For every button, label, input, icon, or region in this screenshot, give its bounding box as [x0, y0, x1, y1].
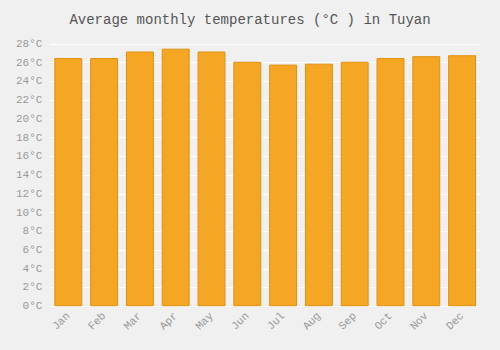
svg-text:Jan: Jan	[50, 310, 72, 332]
svg-text:8°C: 8°C	[23, 225, 43, 237]
svg-text:0°C: 0°C	[23, 300, 43, 312]
svg-text:28°C: 28°C	[16, 38, 43, 50]
svg-text:Apr: Apr	[157, 310, 179, 332]
svg-text:26°C: 26°C	[16, 57, 43, 69]
svg-text:24°C: 24°C	[16, 75, 43, 87]
svg-text:22°C: 22°C	[16, 94, 43, 106]
svg-text:Dec: Dec	[444, 310, 466, 332]
svg-text:Nov: Nov	[408, 310, 431, 333]
svg-text:18°C: 18°C	[16, 132, 43, 144]
svg-text:Aug: Aug	[301, 310, 323, 332]
svg-text:14°C: 14°C	[16, 169, 43, 181]
svg-text:Jul: Jul	[265, 310, 287, 332]
svg-text:Sep: Sep	[336, 310, 358, 332]
svg-text:10°C: 10°C	[16, 207, 43, 219]
svg-text:Average monthly temperatures (: Average monthly temperatures (°C ) in Tu…	[69, 12, 430, 28]
svg-text:4°C: 4°C	[23, 263, 43, 275]
svg-text:12°C: 12°C	[16, 188, 43, 200]
svg-text:Feb: Feb	[86, 310, 108, 332]
svg-text:20°C: 20°C	[16, 113, 43, 125]
svg-text:Mar: Mar	[122, 310, 144, 332]
svg-text:2°C: 2°C	[23, 281, 43, 293]
svg-text:16°C: 16°C	[16, 150, 43, 162]
svg-text:Jun: Jun	[229, 310, 251, 332]
svg-text:6°C: 6°C	[23, 244, 43, 256]
svg-text:Oct: Oct	[372, 310, 394, 332]
svg-text:May: May	[193, 310, 216, 333]
